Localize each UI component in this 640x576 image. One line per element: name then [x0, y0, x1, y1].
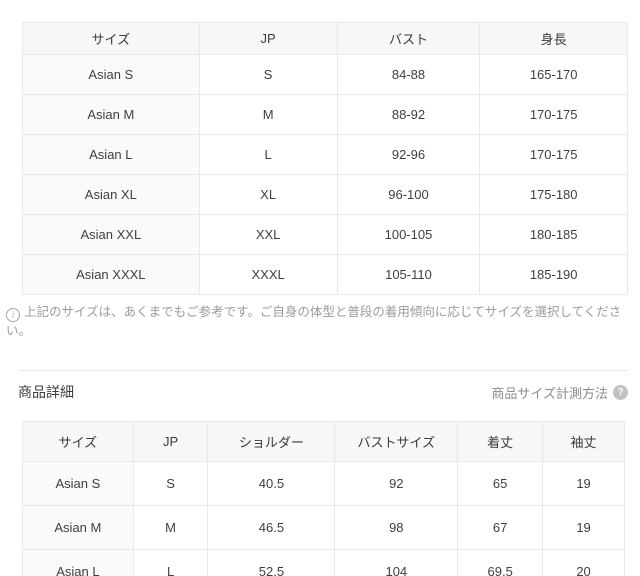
cell: 180-185	[479, 214, 628, 255]
col-header-size: サイズ	[22, 22, 200, 55]
cell: S	[132, 461, 209, 506]
size-note: i 上記のサイズは、あくまでもご参考です。ご自身の体型と普段の着用傾向に応じてサイ…	[6, 303, 634, 342]
size-note-text: 上記のサイズは、あくまでもご参考です。ご自身の体型と普段の着用傾向に応じてサイズ…	[6, 305, 622, 339]
cell: 92-96	[336, 134, 481, 175]
details-section-header: 商品詳細 商品サイズ計測方法 ?	[18, 382, 628, 402]
col-header-bust: バスト	[336, 22, 481, 55]
cell: M	[198, 94, 338, 135]
cell: Asian S	[22, 461, 134, 506]
cell: 170-175	[479, 134, 628, 175]
cell: Asian L	[22, 134, 200, 175]
cell: 98	[334, 505, 459, 550]
cell: 185-190	[479, 254, 628, 295]
cell: 92	[334, 461, 459, 506]
cell: XXXL	[198, 254, 338, 295]
cell: Asian XXL	[22, 214, 200, 255]
table-row: Asian S S 84-88 165-170	[22, 54, 628, 95]
cell: Asian L	[22, 549, 134, 576]
table-row: Asian L L 52.5 104 69.5 20	[22, 549, 625, 576]
col-header-jp: JP	[132, 421, 209, 462]
cell: 96-100	[336, 174, 481, 215]
help-icon[interactable]: ?	[613, 384, 628, 400]
product-details-table: サイズ JP ショルダー バストサイズ 着丈 袖丈 Asian S S 40.5…	[22, 421, 625, 576]
cell: Asian S	[22, 54, 200, 95]
cell: 19	[542, 461, 625, 506]
col-header-length: 着丈	[457, 421, 544, 462]
size-guide-header-row: サイズ JP バスト 身長	[22, 22, 628, 55]
cell: M	[132, 505, 209, 550]
col-header-sleeve: 袖丈	[542, 421, 625, 462]
section-title: 商品詳細	[18, 384, 74, 400]
table-row: Asian L L 92-96 170-175	[22, 134, 628, 175]
cell: 20	[542, 549, 625, 576]
cell: L	[132, 549, 209, 576]
table-row: Asian XL XL 96-100 175-180	[22, 174, 628, 215]
cell: 88-92	[336, 94, 481, 135]
cell: Asian XXXL	[22, 254, 200, 295]
table-row: Asian XXXL XXXL 105-110 185-190	[22, 254, 628, 295]
details-header-row: サイズ JP ショルダー バストサイズ 着丈 袖丈	[22, 421, 625, 462]
cell: S	[198, 54, 338, 95]
cell: 104	[334, 549, 459, 576]
cell: 19	[542, 505, 625, 550]
table-row: Asian M M 88-92 170-175	[22, 94, 628, 135]
cell: 170-175	[479, 94, 628, 135]
cell: 165-170	[479, 54, 628, 95]
cell: Asian M	[22, 505, 134, 550]
cell: Asian M	[22, 94, 200, 135]
cell: 69.5	[457, 549, 544, 576]
size-guide-table: サイズ JP バスト 身長 Asian S S 84-88 165-170 As…	[22, 22, 628, 295]
cell: 100-105	[336, 214, 481, 255]
info-icon: i	[6, 308, 20, 322]
section-divider	[18, 370, 628, 371]
cell: 67	[457, 505, 544, 550]
cell: XL	[198, 174, 338, 215]
cell: 40.5	[207, 461, 336, 506]
table-row: Asian XXL XXL 100-105 180-185	[22, 214, 628, 255]
cell: 84-88	[336, 54, 481, 95]
col-header-shoulder: ショルダー	[207, 421, 336, 462]
cell: XXL	[198, 214, 338, 255]
cell: Asian XL	[22, 174, 200, 215]
measure-method-link[interactable]: 商品サイズ計測方法 ?	[491, 383, 628, 402]
col-header-bust-size: バストサイズ	[334, 421, 459, 462]
col-header-size: サイズ	[22, 421, 134, 462]
col-header-jp: JP	[198, 22, 338, 55]
cell: 46.5	[207, 505, 336, 550]
measure-method-label: 商品サイズ計測方法	[491, 385, 608, 401]
cell: 52.5	[207, 549, 336, 576]
col-header-height: 身長	[479, 22, 628, 55]
cell: 65	[457, 461, 544, 506]
cell: 105-110	[336, 254, 481, 295]
cell: L	[198, 134, 338, 175]
table-row: Asian M M 46.5 98 67 19	[22, 505, 625, 550]
cell: 175-180	[479, 174, 628, 215]
table-row: Asian S S 40.5 92 65 19	[22, 461, 625, 506]
